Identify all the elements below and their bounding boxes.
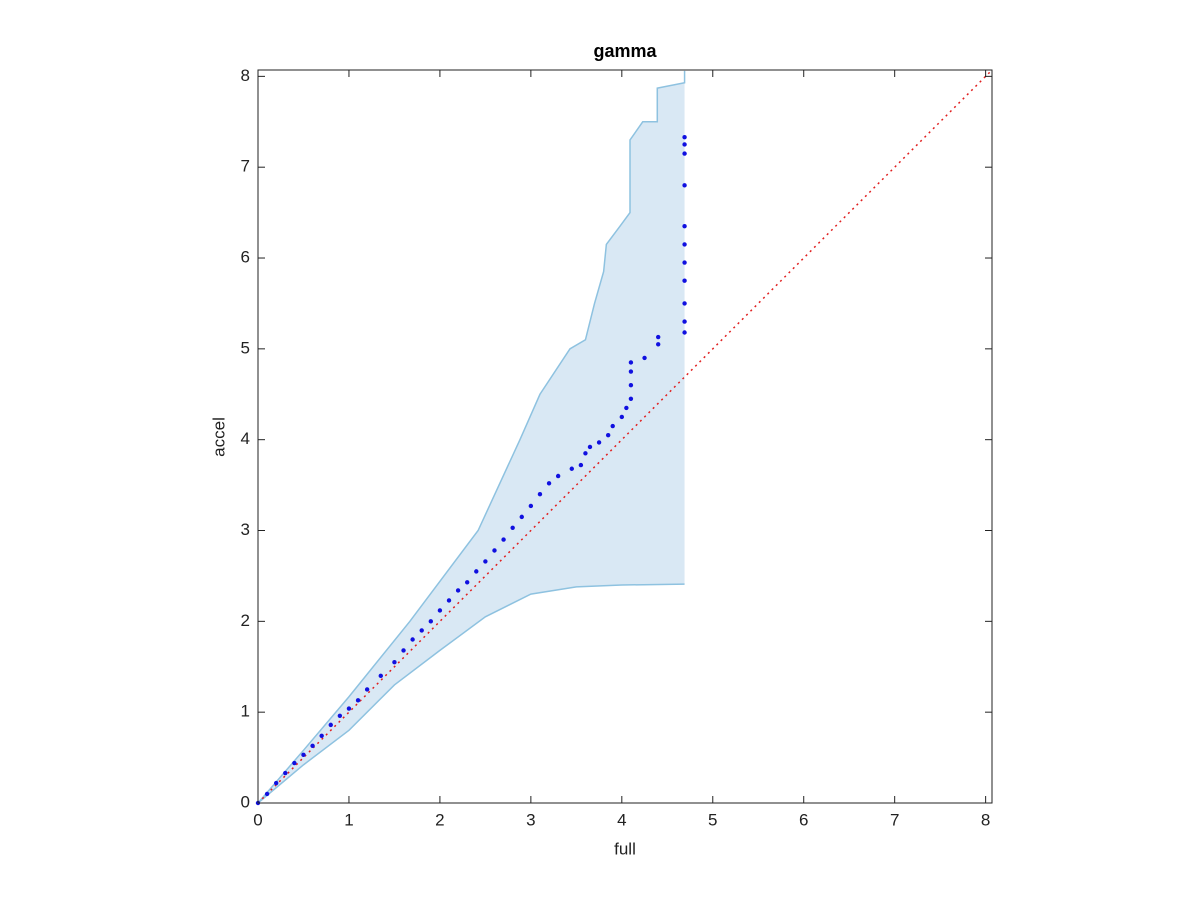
x-tick-label: 6 [799, 810, 808, 829]
chart-title: gamma [593, 41, 657, 61]
data-point [537, 491, 543, 497]
reference-line [257, 69, 993, 804]
data-point [555, 473, 561, 479]
data-point [437, 608, 443, 613]
data-point [605, 432, 611, 438]
data-point [583, 451, 588, 456]
data-point [483, 559, 488, 564]
data-point [310, 743, 315, 748]
y-tick-label: 3 [241, 520, 250, 539]
data-point [682, 260, 687, 265]
data-point [519, 514, 524, 520]
data-point [682, 301, 687, 306]
data-point [655, 342, 661, 347]
band-lower-edge [257, 583, 685, 804]
y-tick-label: 2 [241, 611, 250, 630]
data-point [510, 525, 515, 530]
data-point [455, 588, 461, 593]
data-point [682, 319, 687, 324]
data-point [682, 278, 687, 283]
x-tick-label: 2 [435, 810, 444, 829]
data-point [292, 760, 297, 766]
data-point [401, 648, 406, 653]
data-point [501, 537, 506, 542]
data-point [283, 770, 288, 776]
data-point [419, 628, 424, 633]
data-point [474, 569, 479, 574]
confidence-band [258, 70, 685, 803]
data-point [328, 722, 333, 728]
band-upper-edge [257, 70, 686, 804]
data-point [624, 405, 629, 411]
x-tick-label: 0 [253, 810, 262, 829]
data-point [682, 224, 687, 229]
data-point [596, 440, 602, 445]
data-point [364, 687, 370, 692]
y-tick-label: 0 [241, 792, 250, 811]
data-point [355, 698, 361, 703]
y-tick-label: 4 [241, 429, 250, 448]
data-point [546, 481, 552, 486]
data-point [392, 660, 397, 665]
y-tick-label: 5 [241, 338, 250, 357]
data-point [682, 142, 687, 147]
data-point [301, 752, 306, 758]
y-tick-label: 6 [241, 248, 250, 267]
data-point [628, 369, 634, 374]
data-point [273, 780, 279, 786]
x-tick-label: 8 [981, 810, 990, 829]
y-axis-label: accel [209, 417, 228, 457]
y-tick-label: 7 [241, 157, 250, 176]
data-point [410, 637, 415, 642]
data-point [682, 135, 687, 140]
data-point [682, 242, 687, 247]
data-point [319, 733, 324, 738]
data-point [569, 466, 574, 471]
y-tick-label: 8 [241, 66, 250, 85]
data-point [628, 382, 634, 388]
x-tick-label: 7 [890, 810, 899, 829]
x-tick-label: 5 [708, 810, 717, 829]
data-point [346, 706, 352, 711]
x-tick-label: 3 [526, 810, 535, 829]
x-axis-label: full [614, 839, 636, 858]
data-point [655, 334, 661, 340]
data-point [682, 183, 687, 188]
data-point [264, 791, 270, 797]
data-point [610, 423, 615, 429]
data-point [619, 414, 625, 420]
data-point [642, 355, 647, 361]
data-point [578, 462, 584, 468]
data-point [428, 619, 434, 624]
y-tick-label: 1 [241, 702, 250, 721]
data-point [337, 713, 343, 719]
data-point [492, 548, 497, 553]
x-tick-label: 4 [617, 810, 626, 829]
data-point [682, 151, 687, 156]
x-tick-label: 1 [344, 810, 353, 829]
data-point [378, 673, 383, 679]
data-point [628, 360, 634, 365]
data-point [528, 503, 534, 509]
plot-frame [257, 69, 993, 804]
data-point [587, 444, 593, 450]
data-point [464, 580, 470, 585]
data-point [682, 330, 687, 335]
data-point [628, 396, 634, 402]
data-point [446, 598, 452, 603]
